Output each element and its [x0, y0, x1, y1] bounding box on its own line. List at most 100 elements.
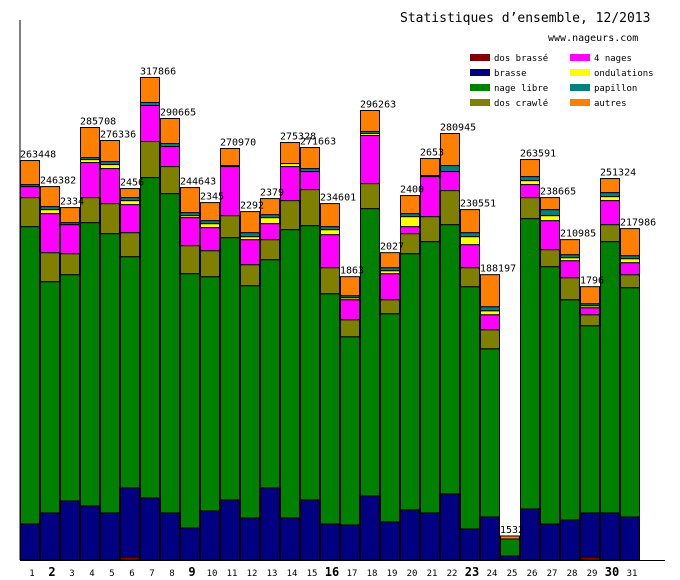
segment-autres-day-13 [260, 198, 280, 216]
segment-brasse-day-2 [40, 512, 60, 561]
x-tick-16: 16 [325, 565, 339, 579]
bar-day-30 [600, 178, 620, 561]
segment-4-nages-day-28 [560, 260, 580, 279]
segment-brasse-day-15 [300, 499, 320, 561]
segment-4-nages-day-12 [240, 239, 260, 266]
segment-dos-crawle-day-1 [20, 197, 40, 228]
segment-papillon-day-27 [540, 209, 560, 217]
segment-nage-libre-day-14 [280, 229, 300, 519]
segment-brasse-day-27 [540, 523, 560, 561]
segment-dos-crawle-day-26 [520, 197, 540, 220]
segment-autres-day-22 [440, 133, 460, 167]
segment-ondulations-day-24 [480, 310, 500, 316]
legend-swatch-brasse [470, 69, 490, 76]
segment-autres-day-29 [580, 286, 600, 305]
segment-ondulations-day-20 [400, 216, 420, 228]
x-tick-12: 12 [247, 569, 258, 579]
segment-dos-crawle-day-23 [460, 267, 480, 288]
segment-dos-crawle-day-24 [480, 329, 500, 350]
x-tick-8: 8 [169, 569, 174, 579]
bar-day-1 [20, 160, 40, 561]
segment-brasse-day-31 [620, 516, 640, 561]
segment-brasse-day-19 [380, 521, 400, 561]
segment-dos-crawle-day-5 [100, 203, 120, 235]
segment-dos-crawle-day-11 [220, 215, 240, 239]
segment-nage-libre-day-26 [520, 218, 540, 510]
bar-day-4 [80, 127, 100, 561]
segment-brasse-day-6 [120, 487, 140, 558]
bar-day-14 [280, 142, 300, 561]
segment-dos-crawle-day-27 [540, 249, 560, 268]
x-tick-9: 9 [188, 565, 195, 579]
segment-nage-libre-day-25 [500, 538, 520, 557]
bar-day-22 [440, 133, 460, 561]
segment-4-nages-day-9 [180, 217, 200, 247]
segment-brasse-day-20 [400, 509, 420, 561]
segment-nage-libre-day-12 [240, 285, 260, 519]
segment-brasse-day-22 [440, 493, 460, 561]
segment-nage-libre-day-2 [40, 281, 60, 514]
bar-day-10 [200, 202, 220, 561]
segment-dos-crawle-day-2 [40, 252, 60, 283]
bar-day-23 [460, 209, 480, 561]
segment-brasse-day-17 [340, 524, 360, 561]
bars [20, 76, 640, 561]
segment-autres-day-4 [80, 127, 100, 159]
segment-nage-libre-day-19 [380, 313, 400, 523]
bar-day-27 [540, 197, 560, 561]
x-tick-10: 10 [207, 569, 218, 579]
segment-dos-crawle-day-16 [320, 267, 340, 295]
bar-day-17 [340, 276, 360, 561]
legend-label-autres: autres [594, 99, 627, 109]
segment-brasse-day-4 [80, 505, 100, 561]
segment-4-nages-day-17 [340, 299, 360, 321]
segment-brasse-day-5 [100, 512, 120, 561]
segment-ondulations-day-6 [120, 200, 140, 206]
total-label-day-5: 276336 [100, 130, 136, 141]
x-tick-6: 6 [129, 569, 134, 579]
total-label-day-6: 2456 [120, 178, 144, 189]
segment-nage-libre-day-5 [100, 233, 120, 514]
total-label-day-31: 217986 [620, 218, 656, 229]
segment-autres-day-24 [480, 274, 500, 308]
segment-brasse-day-18 [360, 495, 380, 561]
segment-papillon-day-23 [460, 232, 480, 238]
segment-autres-day-26 [520, 159, 540, 178]
segment-brasse-day-28 [560, 519, 580, 561]
segment-autres-day-5 [100, 140, 120, 163]
segment-papillon-day-12 [240, 232, 260, 238]
segment-dos-crawle-day-3 [60, 253, 80, 276]
total-label-day-14: 275328 [280, 132, 316, 143]
legend-swatch-dos-crawle [470, 99, 490, 106]
total-label-day-22: 280945 [440, 123, 476, 134]
segment-autres-day-28 [560, 239, 580, 256]
segment-4-nages-day-26 [520, 184, 540, 199]
segment-ondulations-day-2 [40, 209, 60, 215]
x-tick-4: 4 [89, 569, 94, 579]
segment-4-nages-day-18 [360, 135, 380, 185]
bar-day-21 [420, 158, 440, 561]
segment-4-nages-day-6 [120, 204, 140, 234]
total-label-day-11: 270970 [220, 138, 256, 149]
bar-day-3 [60, 207, 80, 561]
segment-autres-day-31 [620, 228, 640, 257]
bar-day-15 [300, 147, 320, 561]
legend-label-brasse: brasse [494, 69, 527, 79]
total-label-day-18: 296263 [360, 99, 396, 110]
total-label-day-25: 1532 [500, 525, 524, 536]
segment-autres-day-30 [600, 178, 620, 194]
segment-dos-crawle-day-10 [200, 250, 220, 278]
segment-ondulations-day-30 [600, 196, 620, 202]
segment-nage-libre-day-27 [540, 266, 560, 525]
segment-nage-libre-day-22 [440, 224, 460, 495]
total-label-day-1: 263448 [20, 150, 56, 161]
segment-autres-day-11 [220, 148, 240, 167]
total-label-day-21: 2653 [420, 148, 444, 159]
bar-day-31 [620, 228, 640, 561]
total-label-day-20: 2400 [400, 185, 424, 196]
bar-day-16 [320, 203, 340, 561]
total-label-day-16: 234601 [320, 193, 356, 204]
segment-brasse-day-16 [320, 523, 340, 561]
x-tick-26: 26 [527, 569, 538, 579]
